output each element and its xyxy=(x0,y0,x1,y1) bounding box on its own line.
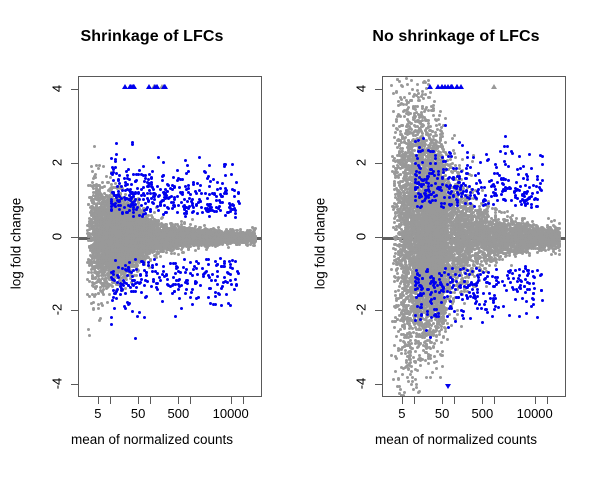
data-point xyxy=(97,167,100,170)
data-point xyxy=(90,165,93,168)
data-point xyxy=(93,295,96,298)
data-point xyxy=(99,317,102,320)
data-point xyxy=(105,287,108,290)
plot-area xyxy=(78,76,262,397)
data-point xyxy=(173,252,176,255)
data-point xyxy=(98,164,101,167)
data-point xyxy=(159,255,162,258)
data-point xyxy=(160,217,163,220)
data-point xyxy=(103,185,106,188)
data-point xyxy=(227,246,230,249)
panel-shrinkage: Shrinkage of LFCs 4 2 0 -2 -4 5 50 500 10000 mea… xyxy=(0,0,304,494)
data-point xyxy=(88,295,91,298)
data-point xyxy=(153,211,156,214)
data-point xyxy=(177,253,180,256)
data-point xyxy=(92,301,95,304)
panel-title: Shrinkage of LFCs xyxy=(0,28,304,46)
data-point xyxy=(197,247,200,250)
data-point xyxy=(93,145,96,148)
data-point xyxy=(92,308,95,311)
data-point xyxy=(95,164,98,167)
ma-plot-figure: Shrinkage of LFCs 4 2 0 -2 -4 5 50 500 10000 mea… xyxy=(0,0,608,494)
data-point xyxy=(106,301,109,304)
